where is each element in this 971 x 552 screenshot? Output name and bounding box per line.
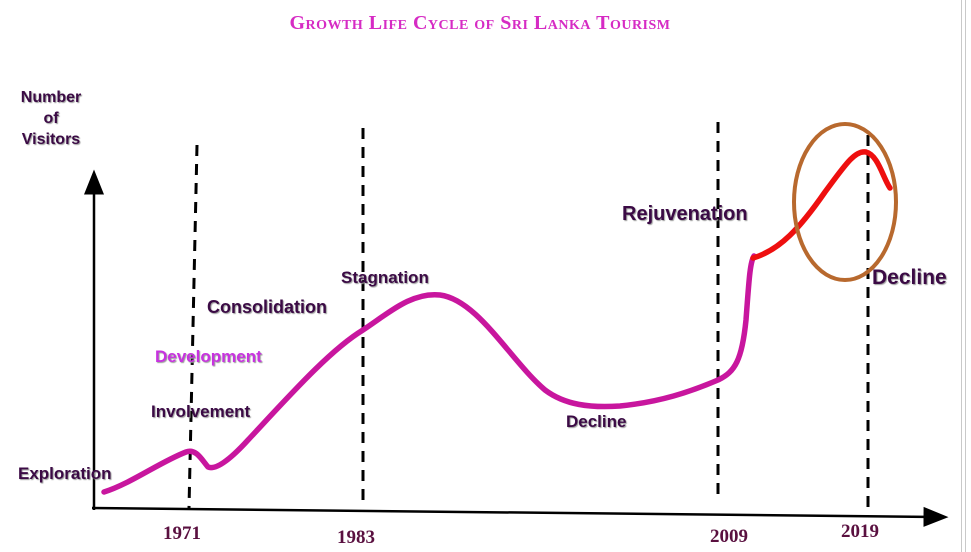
life-cycle-curve — [101, 253, 757, 495]
y-axis-label: Number of Visitors — [12, 87, 90, 150]
year-label-2009: 2009 — [710, 526, 748, 547]
y-axis-label-line-3: Visitors — [21, 131, 81, 148]
stage-label-decline-2: Decline — [872, 266, 947, 289]
year-label-1983: 1983 — [337, 527, 375, 548]
year-label-2019: 2019 — [841, 521, 879, 542]
stage-label-decline-1: Decline — [566, 412, 627, 431]
stage-label-rejuvenation: Rejuvenation — [622, 203, 748, 225]
year-divider-1971 — [187, 144, 199, 509]
stage-label-exploration: Exploration — [18, 464, 112, 483]
year-label-1971: 1971 — [163, 523, 201, 544]
diagram-title: Growth Life Cycle of Sri Lanka Tourism — [289, 12, 671, 34]
slide-right-border — [959, 0, 971, 552]
y-axis-label-line-1: Number — [20, 89, 82, 106]
stage-label-involvement: Involvement — [151, 402, 251, 421]
stage-label-consolidation: Consolidation — [207, 297, 327, 317]
x-axis — [91, 506, 949, 527]
decline-highlight-circle — [792, 122, 898, 282]
stage-label-development: Development — [155, 347, 262, 366]
stage-label-stagnation: Stagnation — [341, 268, 429, 287]
rejuvenation-curve — [750, 149, 893, 261]
y-axis-label-line-2: of — [43, 110, 59, 127]
